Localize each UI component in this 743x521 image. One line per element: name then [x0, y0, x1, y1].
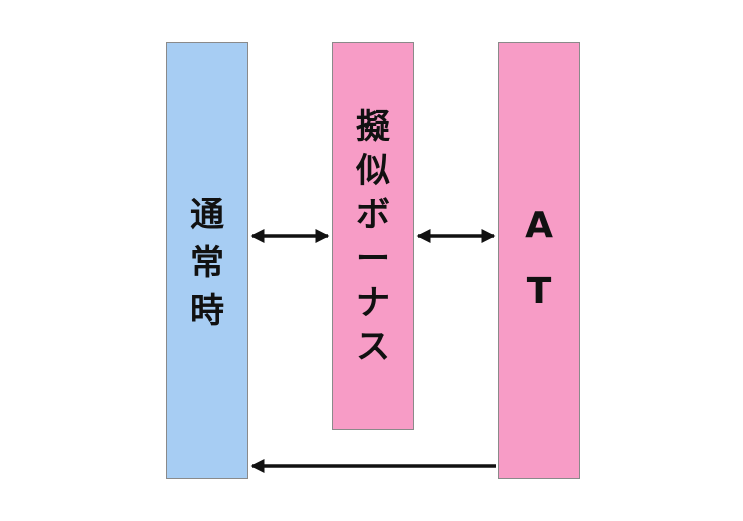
node-pseudo-bonus-char: ボ [356, 195, 390, 235]
node-at: A T [498, 42, 580, 479]
node-at-char: T [526, 271, 552, 312]
node-at-char: A [525, 205, 553, 246]
node-pseudo-bonus-char: ー [356, 239, 390, 279]
node-normal-char: 常 [190, 243, 224, 283]
node-pseudo-bonus-char: ス [356, 327, 390, 367]
node-pseudo-bonus-char: ナ [356, 283, 390, 323]
node-pseudo-bonus-label: 擬 似 ボ ー ナ ス [333, 105, 413, 369]
node-normal-state: 通 常 時 [166, 42, 248, 479]
node-normal-label: 通 常 時 [167, 191, 247, 335]
node-pseudo-bonus-char: 擬 [356, 107, 390, 147]
node-normal-char: 時 [190, 291, 224, 331]
node-pseudo-bonus: 擬 似 ボ ー ナ ス [332, 42, 414, 430]
node-at-label: A T [499, 193, 579, 325]
node-normal-char: 通 [190, 195, 224, 235]
node-pseudo-bonus-char: 似 [356, 151, 390, 191]
